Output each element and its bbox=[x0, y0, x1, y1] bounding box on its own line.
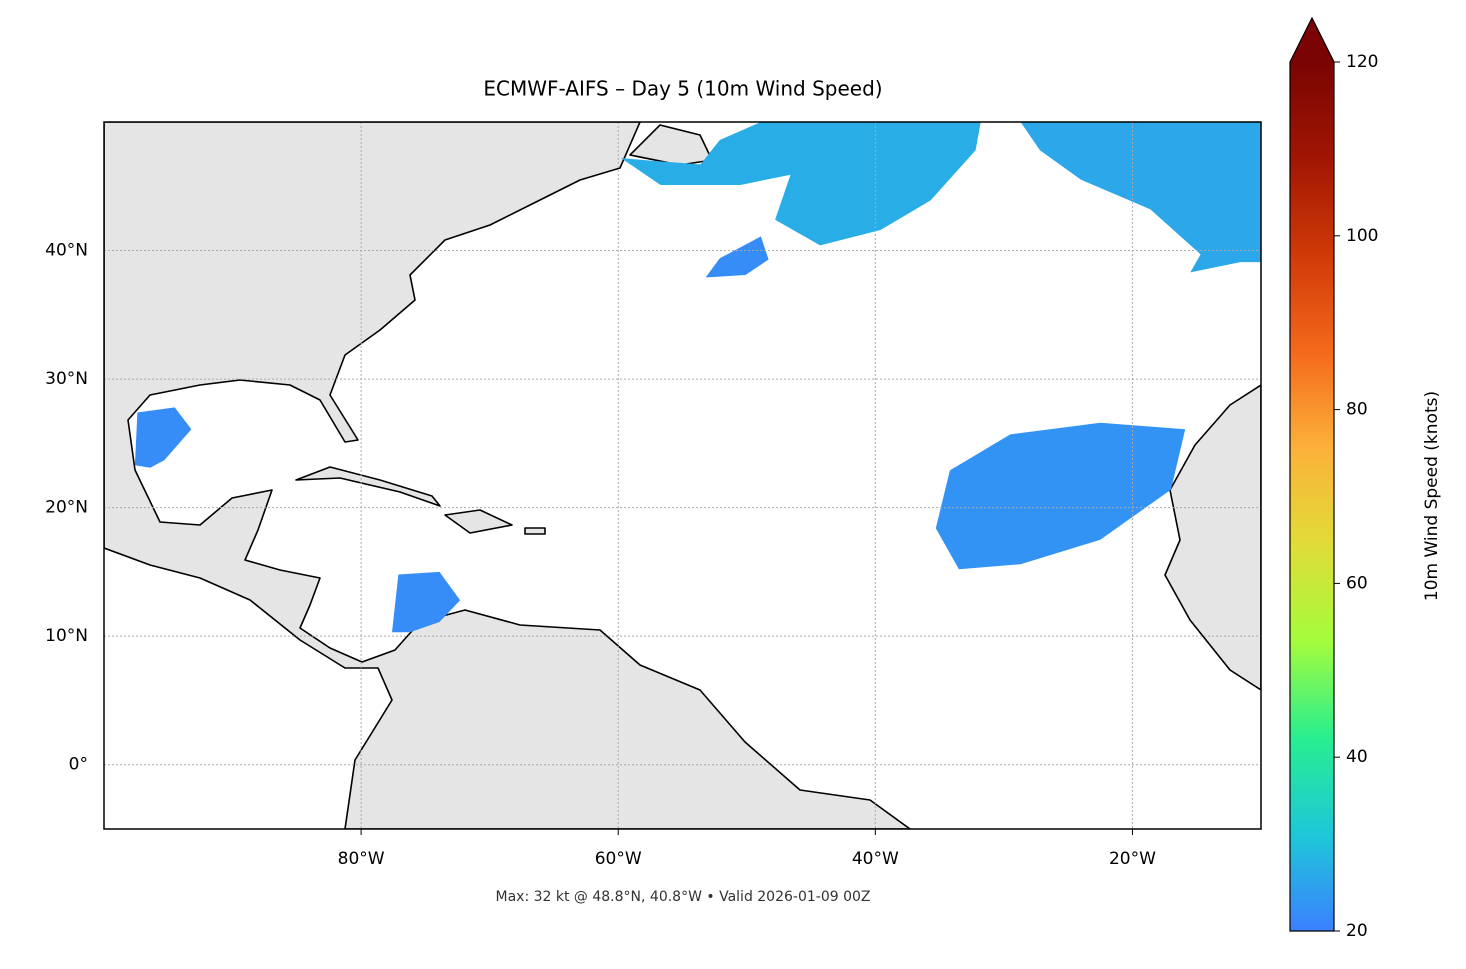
colorbar-extend bbox=[1290, 18, 1334, 62]
wind-area bbox=[1020, 122, 1261, 273]
x-tick-label: 40°W bbox=[852, 849, 899, 869]
colorbar-tick-label: 100 bbox=[1346, 226, 1378, 246]
colorbar-tick-label: 40 bbox=[1346, 747, 1368, 767]
wind-area bbox=[392, 571, 461, 633]
newfoundland bbox=[629, 124, 713, 166]
map-frame bbox=[103, 121, 1262, 830]
puerto-rico bbox=[524, 527, 546, 535]
footer: Max: 32 kt @ 48.8°N, 40.8°W • Valid 2026… bbox=[496, 889, 871, 905]
y-tick-label: 40°N bbox=[45, 241, 88, 261]
x-tick-label: 20°W bbox=[1109, 849, 1156, 869]
x-tick-label: 80°W bbox=[338, 849, 385, 869]
land bbox=[104, 122, 1261, 829]
africa bbox=[1164, 384, 1261, 691]
wind-area bbox=[935, 422, 1186, 570]
hispaniola bbox=[444, 509, 513, 534]
colorbar-tick-label: 60 bbox=[1346, 573, 1368, 593]
x-tick-label: 60°W bbox=[595, 849, 642, 869]
colorbar bbox=[1290, 62, 1334, 931]
grid bbox=[104, 122, 1261, 829]
wind-area bbox=[705, 236, 769, 278]
chart-title: ECMWF-AIFS – Day 5 (10m Wind Speed) bbox=[483, 77, 882, 101]
cuba bbox=[295, 466, 441, 507]
colorbar-tick-label: 20 bbox=[1346, 921, 1368, 941]
colorbar-tick-label: 80 bbox=[1346, 400, 1368, 420]
map-body bbox=[104, 122, 1261, 829]
colorbar-outline bbox=[1289, 16, 1335, 932]
colorbar-label: 10m Wind Speed (knots) bbox=[1422, 391, 1442, 601]
y-tick-label: 30°N bbox=[45, 369, 88, 389]
y-tick-label: 10°N bbox=[45, 626, 88, 646]
colorbar-tick-label: 120 bbox=[1346, 52, 1378, 72]
wind-field bbox=[134, 122, 1261, 633]
north-america bbox=[104, 122, 911, 829]
y-tick-label: 0° bbox=[69, 755, 88, 775]
wind-area bbox=[134, 407, 192, 468]
y-tick-label: 20°N bbox=[45, 498, 88, 518]
wind-area bbox=[620, 122, 981, 246]
